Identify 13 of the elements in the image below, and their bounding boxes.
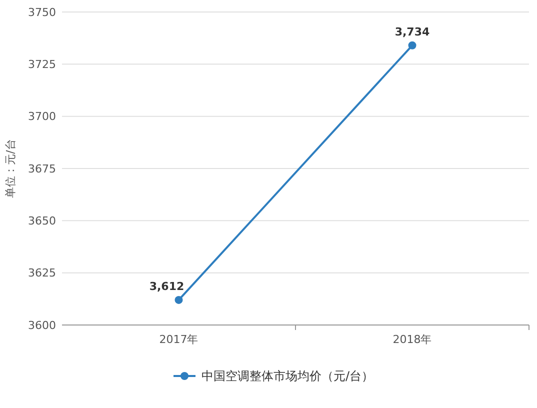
x-tick-label: 2017年 <box>159 333 198 346</box>
y-tick-label: 3600 <box>28 318 56 332</box>
data-label: 3,734 <box>394 25 430 38</box>
y-tick-label: 3700 <box>28 110 56 124</box>
legend-label: 中国空调整体市场均价（元/台） <box>202 369 374 384</box>
y-tick-label: 3750 <box>28 6 56 19</box>
y-tick-label: 3675 <box>28 162 56 176</box>
y-tick-label: 3725 <box>28 58 56 72</box>
y-tick-label: 3625 <box>28 266 56 280</box>
data-label: 3,612 <box>149 280 184 293</box>
y-tick-label: 3650 <box>28 214 56 228</box>
y-axis-title: 单位：元/台 <box>4 139 17 198</box>
x-tick-label: 2018年 <box>392 333 432 346</box>
